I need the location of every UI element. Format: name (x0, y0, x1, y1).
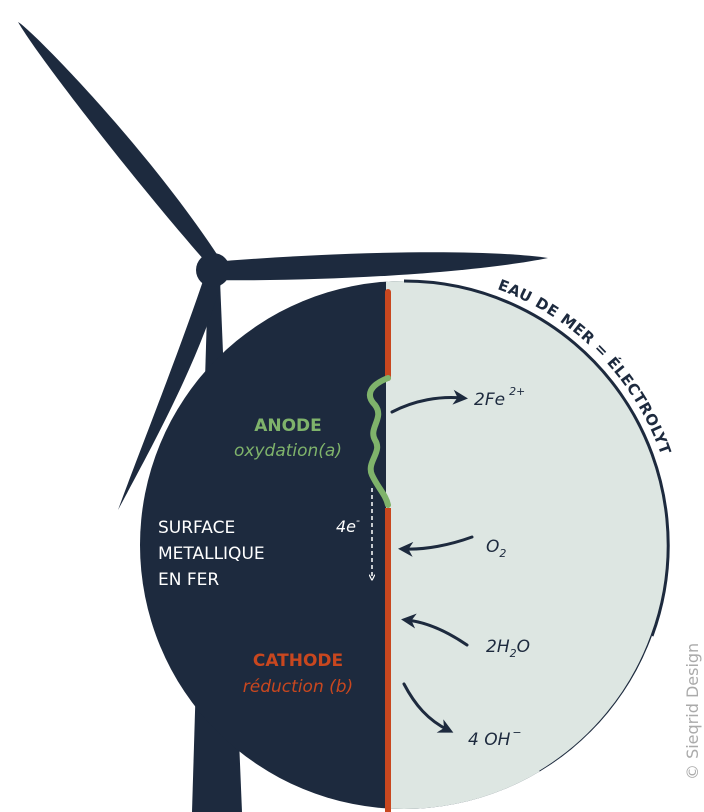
surface-label: METALLIQUE (158, 544, 265, 564)
water-label: 2H2O (486, 637, 530, 660)
arrow (390, 389, 468, 414)
oxygen-label: O2 (486, 537, 506, 560)
anode-subtitle: oxydation(a) (234, 441, 342, 461)
electrons-label: 4e- (336, 514, 360, 536)
arrow (401, 613, 469, 647)
hydroxide-label: 4 OH − (468, 726, 522, 750)
credit: © Sieqrid Design (683, 643, 702, 780)
cathode-title: CATHODE (253, 651, 343, 671)
circle-border (403, 279, 670, 637)
iron-label: 2Fe 2+ (474, 385, 525, 410)
anode-title: ANODE (254, 416, 322, 436)
surface-label: EN FER (158, 570, 219, 590)
anode-edge (366, 375, 391, 508)
surface-label: SURFACE (158, 518, 235, 538)
cathode-subtitle: réduction (b) (243, 677, 353, 697)
arrow (402, 682, 454, 733)
arrow (398, 535, 474, 557)
